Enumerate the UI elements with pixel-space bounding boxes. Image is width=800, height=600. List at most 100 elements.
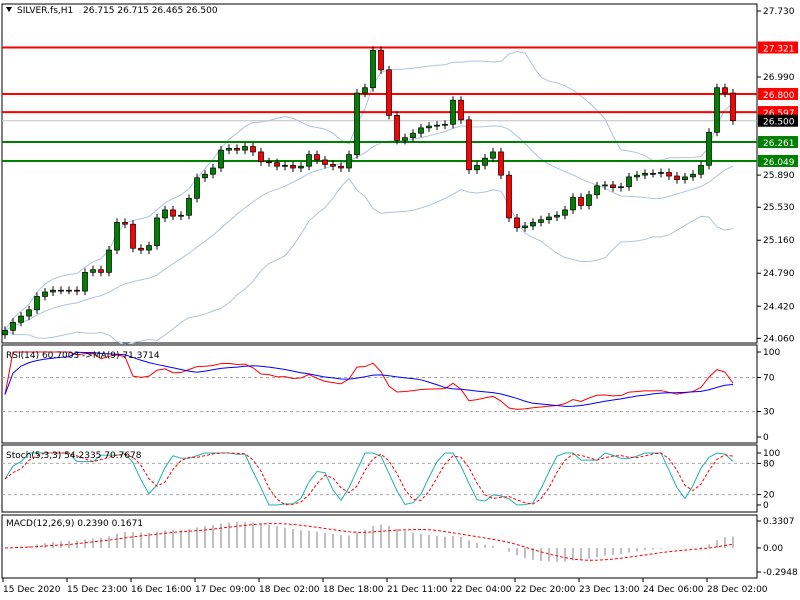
candle-body bbox=[18, 315, 24, 323]
candle-body bbox=[106, 249, 112, 273]
price-tag-label: 26.800 bbox=[763, 91, 795, 101]
candle-body bbox=[154, 217, 160, 246]
price-tick-label: 25.530 bbox=[763, 203, 795, 213]
candle-body bbox=[666, 172, 672, 177]
candle-body bbox=[586, 194, 592, 206]
candle-body bbox=[186, 197, 192, 216]
candle-body bbox=[322, 159, 328, 165]
time-tick-label: 18 Dec 02:00 bbox=[259, 585, 320, 595]
candle-body bbox=[554, 214, 560, 218]
candle-body bbox=[122, 222, 128, 225]
candle-body bbox=[314, 154, 320, 161]
candle-body bbox=[418, 127, 424, 134]
stoch-signal-line bbox=[4, 452, 734, 506]
ohlc-values: 26.715 26.715 26.465 26.500 bbox=[83, 6, 218, 16]
candle-body bbox=[282, 164, 288, 167]
candle-body bbox=[546, 216, 552, 221]
candle-body bbox=[298, 165, 304, 169]
scale-tick-label: 20 bbox=[763, 491, 775, 501]
candle-body bbox=[354, 92, 360, 155]
candle-body bbox=[490, 151, 496, 159]
candle-body bbox=[538, 219, 544, 223]
candle-body bbox=[234, 148, 240, 151]
candle-body bbox=[42, 291, 48, 297]
candle-body bbox=[466, 119, 472, 171]
candle-body bbox=[698, 164, 704, 175]
candle-body bbox=[674, 175, 680, 180]
scale-tick-label: 100 bbox=[763, 348, 780, 358]
time-tick-label: 15 Dec 2020 bbox=[3, 585, 61, 595]
candle-body bbox=[210, 167, 216, 175]
time-tick-label: 15 Dec 23:00 bbox=[67, 585, 128, 595]
rsi-line bbox=[4, 351, 734, 410]
candle-body bbox=[570, 197, 576, 211]
candle-body bbox=[114, 222, 120, 251]
price-tick-label: 25.160 bbox=[763, 236, 795, 246]
time-tick-label: 22 Dec 20:00 bbox=[515, 585, 576, 595]
price-tag-label: 26.597 bbox=[763, 109, 795, 119]
candle-body bbox=[250, 146, 256, 153]
scale-tick-label: 80 bbox=[763, 459, 775, 469]
candle-body bbox=[410, 132, 416, 139]
scale-tick-label: 0 bbox=[763, 433, 769, 443]
price-tick-label: 24.420 bbox=[763, 302, 795, 312]
candle-body bbox=[90, 269, 96, 273]
candle-body bbox=[578, 197, 584, 206]
scale-tick-label: 0.3307 bbox=[763, 517, 795, 527]
candle-body bbox=[706, 131, 712, 166]
time-tick-label: 23 Dec 13:00 bbox=[579, 585, 640, 595]
price-tag-label: 26.261 bbox=[763, 139, 795, 149]
scale-tick-label: 100 bbox=[763, 449, 780, 459]
candle-body bbox=[618, 186, 624, 189]
candle-body bbox=[722, 87, 728, 94]
candle-body bbox=[10, 321, 16, 331]
candle-body bbox=[498, 151, 504, 176]
axes: 27.730 26.990 25.890 25.530 25.160 24.790 24.4… bbox=[2, 7, 795, 595]
candle-body bbox=[682, 176, 688, 180]
candle-body bbox=[634, 174, 640, 178]
scale-tick-label: 0 bbox=[763, 501, 769, 511]
candle-body bbox=[378, 49, 384, 71]
macd-label: MACD(12,26,9) 0.2390 0.1671 bbox=[6, 519, 143, 529]
candle-body bbox=[658, 172, 664, 174]
candle-body bbox=[402, 137, 408, 141]
candle-body bbox=[178, 214, 184, 217]
scale-tick-label: 0.00 bbox=[763, 544, 783, 554]
candle-body bbox=[138, 247, 144, 251]
macd-signal-line bbox=[4, 523, 734, 561]
candle-body bbox=[146, 245, 152, 251]
time-tick-label: 28 Dec 02:00 bbox=[707, 585, 768, 595]
candle-body bbox=[650, 172, 656, 175]
triangle-down-icon[interactable] bbox=[6, 7, 12, 12]
candle-body bbox=[442, 123, 448, 126]
time-tick-label: 18 Dec 18:00 bbox=[323, 585, 384, 595]
time-tick-label: 24 Dec 06:00 bbox=[643, 585, 704, 595]
scale-tick-label: 70 bbox=[763, 374, 775, 384]
candle-body bbox=[242, 146, 248, 151]
candle-body bbox=[642, 172, 648, 176]
candle-body bbox=[394, 115, 400, 141]
candle-body bbox=[274, 162, 280, 167]
candle-body bbox=[370, 49, 376, 89]
candle-body bbox=[594, 185, 600, 196]
candle-body bbox=[714, 87, 720, 133]
candles bbox=[2, 46, 736, 339]
candle-body bbox=[522, 225, 528, 229]
current-price-tag-bg bbox=[758, 114, 798, 127]
price-tick-label: 26.990 bbox=[763, 73, 795, 83]
bollinger-middle-line bbox=[4, 125, 734, 331]
rsi-panel: 100 70 30 0 bbox=[2, 348, 780, 443]
candle-body bbox=[346, 154, 352, 169]
candle-body bbox=[290, 164, 296, 169]
candle-body bbox=[306, 154, 312, 167]
price-tag-bg bbox=[758, 136, 798, 149]
candle-body bbox=[74, 289, 80, 292]
price-levels: 27.321 26.800 26.597 26.261 26.049 26.500 bbox=[2, 41, 798, 168]
candle-body bbox=[426, 125, 432, 129]
candle-body bbox=[66, 289, 72, 292]
candle-body bbox=[458, 99, 464, 121]
candle-body bbox=[530, 222, 536, 227]
candle-body bbox=[362, 87, 368, 94]
